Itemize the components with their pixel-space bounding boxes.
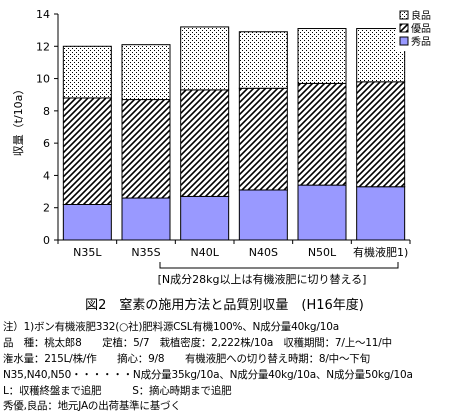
bar-segment [62, 97, 112, 205]
note-line: N35,N40,N50・・・・・・N成分量35kg/10a、N成分量40kg/1… [3, 369, 413, 381]
bar-segment [180, 195, 230, 241]
bar-segment [121, 99, 171, 199]
stacked-bar-chart: 0 2 4 6 8 10 12 14 N35L N35S N40L N40S N50L 有機液肥1) 収… [12, 8, 446, 286]
y-tick-label: 6 [43, 137, 50, 150]
bar-segment [238, 31, 288, 89]
x-tick-label: N35S [131, 246, 160, 259]
bracket-label: [N成分28kg以上は有機液肥に切り替える] [158, 272, 367, 286]
legend-label: 秀品 [411, 36, 431, 48]
y-tick-label: 0 [43, 234, 50, 247]
bar-segment [121, 44, 171, 101]
note-line: 品 種：桃太郎8 定植：5/7 栽植密度：2,222株/10a 収穫期間：7/上… [3, 337, 392, 349]
bracket [159, 262, 399, 269]
x-tick-label: N40L [190, 246, 219, 259]
y-axis-label: 収量（t/10a） [12, 84, 25, 157]
note-line: L：収穫終盤まで追肥 S：摘心時期まで追肥 [3, 385, 232, 397]
bar-segment [356, 186, 406, 241]
x-axis: N35L N35S N40L N40S N50L 有機液肥1) [57, 239, 411, 259]
bar-segment [62, 45, 112, 99]
bar-segment [180, 26, 230, 91]
x-tick-label: N40S [249, 246, 278, 259]
y-tick-label: 4 [43, 169, 50, 182]
y-tick-label: 12 [36, 40, 50, 53]
legend-swatch [399, 36, 409, 46]
y-tick-label: 2 [43, 202, 50, 215]
note-line: 注）1)ボン有機液肥332(○社)肥料源CSL有機100%、N成分量40kg/1… [3, 321, 339, 333]
y-axis: 0 2 4 6 8 10 12 14 [36, 8, 59, 247]
legend-label: 優品 [411, 22, 431, 35]
bar-segment [238, 189, 288, 241]
y-tick-label: 10 [36, 73, 50, 86]
bar-segment [121, 197, 171, 241]
bar-segment [180, 89, 230, 197]
note-line: 秀優,良品：地元JAの出荷基準に基づく [3, 400, 181, 412]
legend-label: 良品 [411, 9, 431, 22]
note-line: 潅水量：215L/株/作 摘心：9/8 有機液肥への切り替え時期：8/中〜下旬 [3, 353, 370, 365]
bars-group [62, 26, 406, 241]
bar-segment [356, 81, 406, 188]
y-tick-label: 8 [43, 105, 50, 118]
chart-title: 図2 窒素の施用方法と品質別収量 (H16年度) [85, 298, 364, 313]
legend-swatch [399, 10, 409, 20]
bar-segment [62, 203, 112, 241]
x-tick-label: 有機液肥1) [353, 245, 408, 259]
bar-segment [297, 184, 347, 241]
bar-segment [297, 28, 347, 84]
x-tick-label: N35L [73, 246, 102, 259]
x-tick-label: N50L [308, 246, 337, 259]
y-tick-label: 14 [36, 8, 50, 21]
bar-segment [297, 82, 347, 186]
legend-swatch [399, 23, 409, 33]
bar-segment [238, 87, 288, 191]
